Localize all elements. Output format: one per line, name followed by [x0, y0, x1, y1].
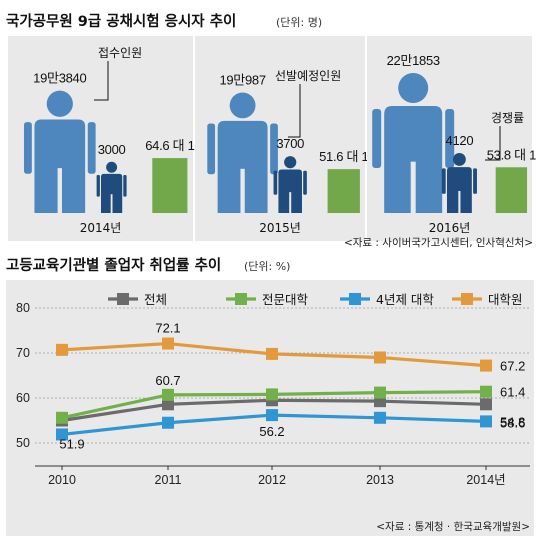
year-label: 2016년: [429, 221, 471, 235]
data-point: [56, 428, 68, 441]
data-point: [266, 347, 278, 360]
applicants-label: 19만3840: [33, 71, 86, 86]
year-label: 2015년: [259, 221, 301, 235]
legend-label: 전문대학: [262, 292, 309, 307]
data-point: [56, 343, 68, 356]
data-label: 54.8: [500, 414, 525, 429]
data-point: [480, 359, 492, 372]
data-label: 67.2: [500, 359, 525, 374]
employment-rate-chart: 고등교육기관별 졸업자 취업률 추이 (단위: %) 50 60 70 80 2010…: [6, 256, 534, 536]
bottom-chart-unit: (단위: %): [244, 260, 290, 273]
data-point: [266, 388, 278, 401]
data-point: [162, 416, 174, 429]
x-axis-ticks: 2010 2011 2012 2013 2014년: [48, 466, 506, 487]
ratio-bar: [327, 169, 360, 213]
applicant-figure: [207, 92, 278, 213]
gridlines: [35, 307, 530, 467]
planned-hire-label: 3000: [98, 142, 126, 157]
legend-marker: [235, 293, 247, 305]
data-point: [374, 351, 386, 364]
x-tick-label: 2013: [366, 473, 394, 487]
planned-hire-callout: 선발예정인원: [275, 69, 341, 83]
planned-hire-label: 3700: [276, 136, 304, 151]
ratio-label: 64.6 대 1: [145, 138, 194, 153]
applicants-chart: 국가공무원 9급 공채시험 응시자 추이 (단위: 명) 19만3840 3000…: [6, 13, 536, 249]
ratio-bar: [495, 167, 528, 213]
ratio-callout-line: [485, 126, 501, 161]
y-tick-label: 70: [16, 346, 30, 360]
x-tick-label: 2011: [155, 473, 182, 487]
planned-hire-figure: [273, 156, 307, 213]
top-chart-unit: (단위: 명): [276, 16, 322, 29]
ratio-label: 53.8 대 1: [487, 147, 536, 162]
applicants-callout-line: [94, 61, 109, 101]
ratio-label: 51.6 대 1: [319, 149, 368, 164]
planned-hire-callout-line: [288, 84, 301, 138]
legend-marker: [461, 293, 473, 305]
x-tick-label: 2010: [48, 473, 76, 487]
legend-label: 전체: [144, 292, 167, 307]
data-point: [162, 398, 174, 411]
planned-hire-figure: [441, 153, 477, 213]
line-chart-panel: [6, 280, 534, 536]
planned-hire-figure: [96, 161, 127, 213]
y-tick-label: 60: [16, 391, 30, 405]
data-point: [480, 415, 492, 428]
data-label: 58.6: [500, 415, 525, 430]
applicants-label: 19만987: [219, 72, 265, 87]
top-chart-source: <자료 : 사이버국가고시센터, 인사혁신처>: [344, 237, 533, 249]
data-label: 72.1: [155, 321, 180, 336]
data-point: [162, 337, 174, 350]
data-point: [480, 385, 492, 398]
series-markers: [56, 337, 492, 441]
legend-label: 대학원: [488, 292, 523, 307]
applicants-label: 22만1853: [387, 53, 440, 68]
legend-marker: [117, 293, 129, 305]
legend-marker: [349, 293, 361, 305]
applicant-figure: [372, 73, 455, 213]
data-label: 51.9: [59, 436, 84, 451]
y-axis-ticks: 50 60 70 80: [16, 301, 30, 450]
data-label: 56.2: [259, 424, 284, 439]
x-tick-label: 2014년: [466, 473, 505, 487]
year-label: 2014년: [80, 221, 122, 235]
y-tick-label: 50: [16, 436, 30, 450]
data-point: [162, 388, 174, 401]
bottom-chart-title: 고등교육기관별 졸업자 취업률 추이: [6, 256, 221, 274]
data-point: [374, 386, 386, 399]
planned-hire-label: 4120: [446, 133, 474, 148]
data-point: [374, 411, 386, 424]
data-point: [480, 398, 492, 411]
data-point: [266, 409, 278, 422]
x-tick-label: 2012: [258, 473, 286, 487]
ratio-bar: [152, 158, 188, 213]
data-labels: 58.6 60.7 61.4 51.9 56.2 54.8 72.1 67.2: [59, 321, 525, 452]
applicant-figure: [23, 90, 96, 213]
top-chart-title: 국가공무원 9급 공채시험 응시자 추이: [6, 13, 236, 30]
y-tick-label: 80: [16, 301, 30, 315]
applicants-callout: 접수인원: [98, 46, 142, 60]
year-panels: 19만3840 3000 64.6 대 1 2014년 19만987 3700 51.6 대…: [8, 36, 536, 241]
legend-label: 4년제 대학: [376, 292, 434, 307]
legend: 전체 전문대학 4년제 대학 대학원: [108, 292, 523, 307]
data-label: 60.7: [155, 373, 180, 388]
ratio-callout: 경쟁률: [491, 111, 524, 125]
data-label: 61.4: [500, 385, 525, 400]
bottom-chart-source: <자료 : 통계청 · 한국교육개발원>: [376, 521, 530, 533]
data-point: [56, 411, 68, 424]
